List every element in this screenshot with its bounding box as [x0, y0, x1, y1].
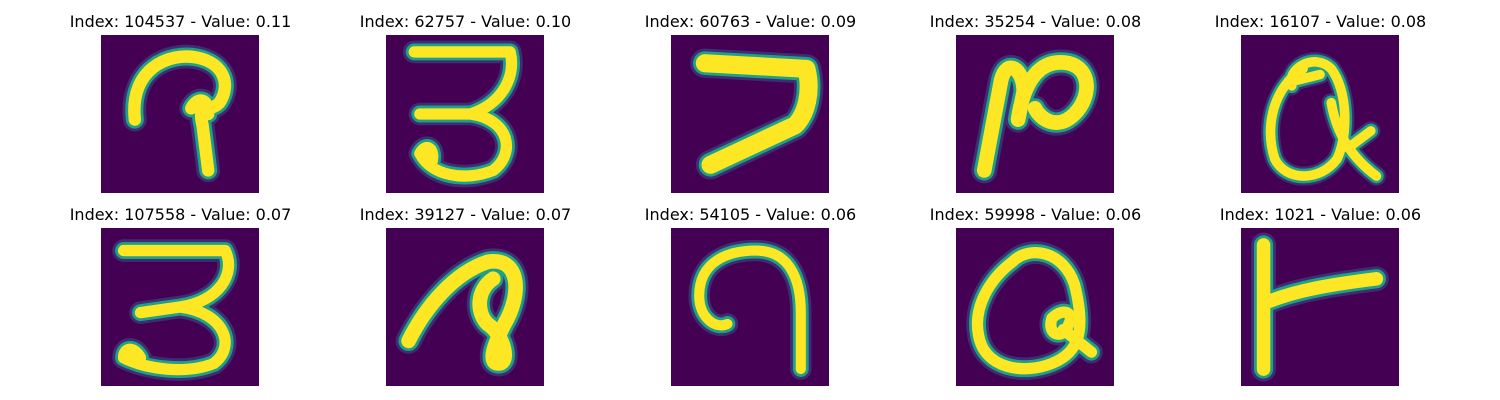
panel-title: Index: 1021 - Value: 0.06	[1219, 205, 1422, 224]
panel-title: Index: 62757 - Value: 0.10	[359, 12, 572, 31]
digit-image	[1241, 35, 1399, 193]
glyph-10	[1251, 232, 1389, 382]
panel-title: Index: 107558 - Value: 0.07	[69, 205, 292, 224]
panel-title: Index: 54105 - Value: 0.06	[644, 205, 857, 224]
panel-4: Index: 35254 - Value: 0.08	[893, 0, 1178, 193]
panel-3: Index: 60763 - Value: 0.09	[608, 0, 893, 193]
glyph-1	[122, 44, 237, 183]
panel-title: Index: 60763 - Value: 0.09	[644, 12, 857, 31]
glyph-3	[690, 48, 824, 180]
digit-image	[101, 35, 259, 193]
panel-8: Index: 54105 - Value: 0.06	[608, 193, 893, 386]
glyph-7	[395, 248, 529, 377]
glyph-6	[112, 239, 240, 381]
panel-6: Index: 107558 - Value: 0.07	[38, 193, 323, 386]
digit-image	[101, 228, 259, 386]
glyph-5	[1260, 52, 1387, 186]
panel-7: Index: 39127 - Value: 0.07	[323, 193, 608, 386]
digit-image	[386, 228, 544, 386]
glyph-9	[966, 241, 1103, 380]
panel-1: Index: 104537 - Value: 0.11	[38, 0, 323, 193]
digit-image	[386, 35, 544, 193]
panel-title: Index: 59998 - Value: 0.06	[929, 205, 1142, 224]
panel-10: Index: 1021 - Value: 0.06	[1178, 193, 1463, 386]
panel-title: Index: 39127 - Value: 0.07	[359, 205, 572, 224]
panel-title: Index: 104537 - Value: 0.11	[69, 12, 292, 31]
digit-image	[956, 35, 1114, 193]
digit-image	[671, 35, 829, 193]
digit-image	[956, 228, 1114, 386]
digit-image	[1241, 228, 1399, 386]
panel-2: Index: 62757 - Value: 0.10	[323, 0, 608, 193]
panel-title: Index: 35254 - Value: 0.08	[929, 12, 1142, 31]
glyph-2	[402, 40, 523, 188]
panel-5: Index: 16107 - Value: 0.08	[1178, 0, 1463, 193]
digit-image	[671, 228, 829, 386]
panel-title: Index: 16107 - Value: 0.08	[1214, 12, 1427, 31]
glyph-4	[971, 49, 1100, 184]
glyph-8	[688, 239, 812, 380]
panel-9: Index: 59998 - Value: 0.06	[893, 193, 1178, 386]
